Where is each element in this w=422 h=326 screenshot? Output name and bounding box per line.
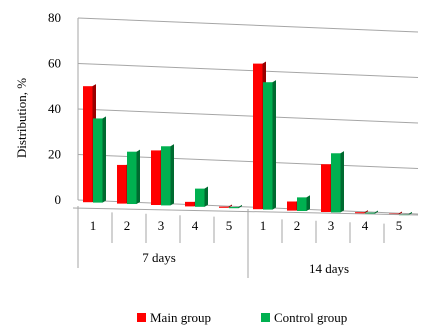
- bar-main-group: [185, 201, 195, 207]
- bar-control-group: [93, 118, 103, 203]
- bar-main-group-side: [228, 204, 232, 208]
- x-group-label: 14 days: [309, 261, 349, 276]
- y-tick-label: 20: [48, 147, 61, 162]
- bars: [83, 61, 412, 216]
- x-category-label: 4: [192, 218, 199, 233]
- bar-main-group: [151, 150, 161, 206]
- bar-main-group: [355, 212, 365, 214]
- bar-control-group-side: [136, 149, 140, 205]
- x-category-label: 2: [124, 218, 131, 233]
- x-category-label: 5: [226, 218, 233, 233]
- bar-control-group: [127, 151, 137, 205]
- bar-main-group-side: [364, 210, 368, 214]
- gridline: [77, 108, 419, 124]
- y-axis-title: Distribution, %: [14, 78, 29, 158]
- x-category-label: 1: [260, 218, 267, 233]
- bar-control-group: [297, 197, 307, 212]
- bar-control-group-side: [374, 210, 378, 214]
- legend-label-main-group: Main group: [150, 310, 211, 325]
- bar-control-group-side: [340, 151, 344, 213]
- x-category-label: 4: [362, 218, 369, 233]
- bar-main-group-side: [398, 211, 402, 215]
- bar-main-group: [219, 206, 229, 208]
- bar-control-group: [331, 153, 341, 213]
- y-tick-label: 40: [48, 101, 61, 116]
- bar-main-group: [287, 201, 297, 211]
- x-group-label: 7 days: [142, 250, 176, 265]
- legend-swatch-main-group: [137, 313, 146, 322]
- bar-control-group: [263, 82, 273, 210]
- bar-main-group: [83, 86, 93, 203]
- legend: Main group Control group: [137, 310, 347, 325]
- axes: [72, 18, 419, 278]
- tick-labels: 0 20 40 60 80 1 2 3 4 5 7 days 1 2 3 4 5 14 days: [48, 10, 402, 276]
- bar-control-group-side: [204, 186, 208, 207]
- bar-control-group-side: [238, 204, 242, 209]
- legend-label-control-group: Control group: [274, 310, 347, 325]
- bar-control-group: [229, 207, 239, 209]
- bar-control-group: [195, 188, 205, 207]
- x-category-label: 5: [396, 218, 403, 233]
- x-category-label: 2: [294, 218, 301, 233]
- bar-main-group: [321, 164, 331, 213]
- bar-control-group: [365, 212, 375, 214]
- bar-control-group-side: [170, 144, 174, 206]
- x-category-label: 3: [158, 218, 165, 233]
- bar-control-group: [161, 146, 171, 206]
- gridline: [77, 63, 419, 78]
- y-tick-label: 80: [48, 10, 61, 25]
- x-category-label: 3: [328, 218, 335, 233]
- bar-control-group-side: [272, 80, 276, 210]
- x-axis-line: [72, 207, 419, 216]
- bar-main-group: [117, 164, 127, 204]
- gridline: [77, 17, 419, 33]
- bar-control-group-side: [102, 116, 106, 203]
- y-tick-label: 0: [55, 192, 62, 207]
- bar-main-group: [253, 63, 263, 210]
- y-tick-label: 60: [48, 56, 61, 71]
- bar-control-group-side: [306, 195, 310, 212]
- legend-swatch-control-group: [261, 313, 270, 322]
- x-category-label: 1: [90, 218, 97, 233]
